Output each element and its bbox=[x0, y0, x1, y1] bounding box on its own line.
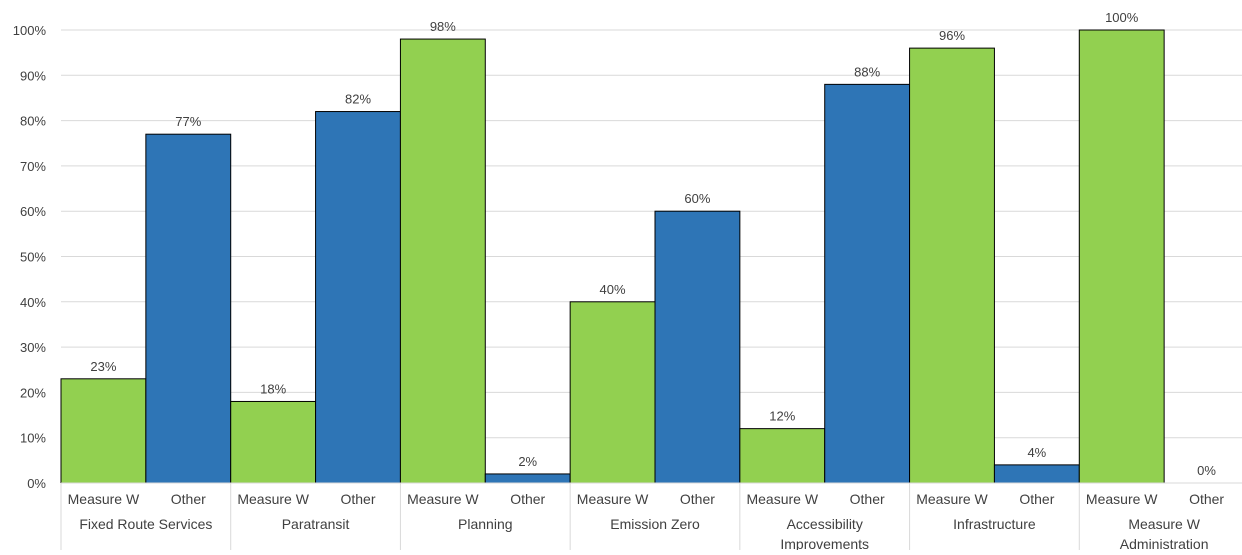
y-tick-label: 0% bbox=[27, 476, 46, 491]
group-label: Fixed Route Services bbox=[79, 516, 212, 532]
y-tick-label: 60% bbox=[20, 204, 46, 219]
bar bbox=[824, 83, 911, 484]
x-tick-label: Measure W bbox=[237, 491, 309, 507]
y-tick-label: 50% bbox=[20, 250, 46, 265]
group-label: Emission Zero bbox=[610, 516, 700, 532]
x-tick-label: Measure W bbox=[916, 491, 988, 507]
group-label: Administration bbox=[1120, 536, 1209, 550]
data-label: 88% bbox=[854, 64, 880, 79]
data-label: 96% bbox=[939, 28, 965, 43]
group-label: Improvements bbox=[780, 536, 869, 550]
bar bbox=[399, 38, 486, 484]
x-tick-label: Measure W bbox=[68, 491, 140, 507]
bar bbox=[654, 210, 741, 484]
x-tick-label: Other bbox=[340, 491, 375, 507]
bar bbox=[60, 378, 147, 484]
data-label: 18% bbox=[260, 381, 286, 396]
labels-layer: 23% 77% 18% 82% 98% 2% 40% 60% 12% 88% 96% 4% 100% 0% bbox=[90, 10, 1216, 478]
y-tick-label: 70% bbox=[20, 159, 46, 174]
x-tick-label: Measure W bbox=[407, 491, 479, 507]
y-tick-label: 20% bbox=[20, 385, 46, 400]
data-label: 82% bbox=[345, 92, 371, 107]
bar bbox=[569, 301, 656, 484]
group-label: Planning bbox=[458, 516, 513, 532]
x-tick-label: Other bbox=[171, 491, 206, 507]
y-tick-label: 80% bbox=[20, 114, 46, 129]
bar bbox=[909, 47, 995, 484]
x-tick-label: Other bbox=[1189, 491, 1224, 507]
y-tick-label: 10% bbox=[20, 431, 46, 446]
y-tick-label: 30% bbox=[20, 340, 46, 355]
bar bbox=[1078, 29, 1165, 484]
group-label: Accessibility bbox=[787, 516, 863, 532]
data-label: 60% bbox=[684, 191, 710, 206]
y-tick-label: 100% bbox=[13, 23, 47, 38]
data-label: 100% bbox=[1105, 10, 1139, 25]
data-label: 2% bbox=[518, 454, 537, 469]
group-label: Infrastructure bbox=[953, 516, 1036, 532]
group-label: Paratransit bbox=[282, 516, 350, 532]
bar bbox=[145, 133, 232, 484]
x-tick-label: Other bbox=[850, 491, 885, 507]
y-tick-label: 40% bbox=[20, 295, 46, 310]
bars-layer bbox=[60, 29, 1165, 484]
x-tick-label: Other bbox=[510, 491, 545, 507]
bar bbox=[993, 464, 1080, 484]
data-label: 0% bbox=[1197, 463, 1216, 478]
bar bbox=[739, 428, 826, 484]
data-label: 77% bbox=[175, 114, 201, 129]
bar bbox=[315, 111, 401, 484]
x-tick-label: Other bbox=[680, 491, 715, 507]
group-label: Measure W bbox=[1128, 516, 1200, 532]
data-label: 98% bbox=[430, 19, 456, 34]
data-label: 23% bbox=[90, 359, 116, 374]
bar bbox=[230, 400, 317, 484]
bar bbox=[484, 473, 571, 484]
axis-layer: 0% 10% 20% 30% 40% 50% 60% 70% 80% 90% 100% Measure… bbox=[13, 23, 1242, 552]
data-label: 40% bbox=[600, 282, 626, 297]
x-tick-label: Measure W bbox=[746, 491, 818, 507]
y-tick-label: 90% bbox=[20, 68, 46, 83]
x-tick-label: Measure W bbox=[577, 491, 649, 507]
x-tick-label: Measure W bbox=[1086, 491, 1158, 507]
data-label: 4% bbox=[1027, 445, 1046, 460]
data-label: 12% bbox=[769, 409, 795, 424]
x-tick-label: Other bbox=[1019, 491, 1054, 507]
